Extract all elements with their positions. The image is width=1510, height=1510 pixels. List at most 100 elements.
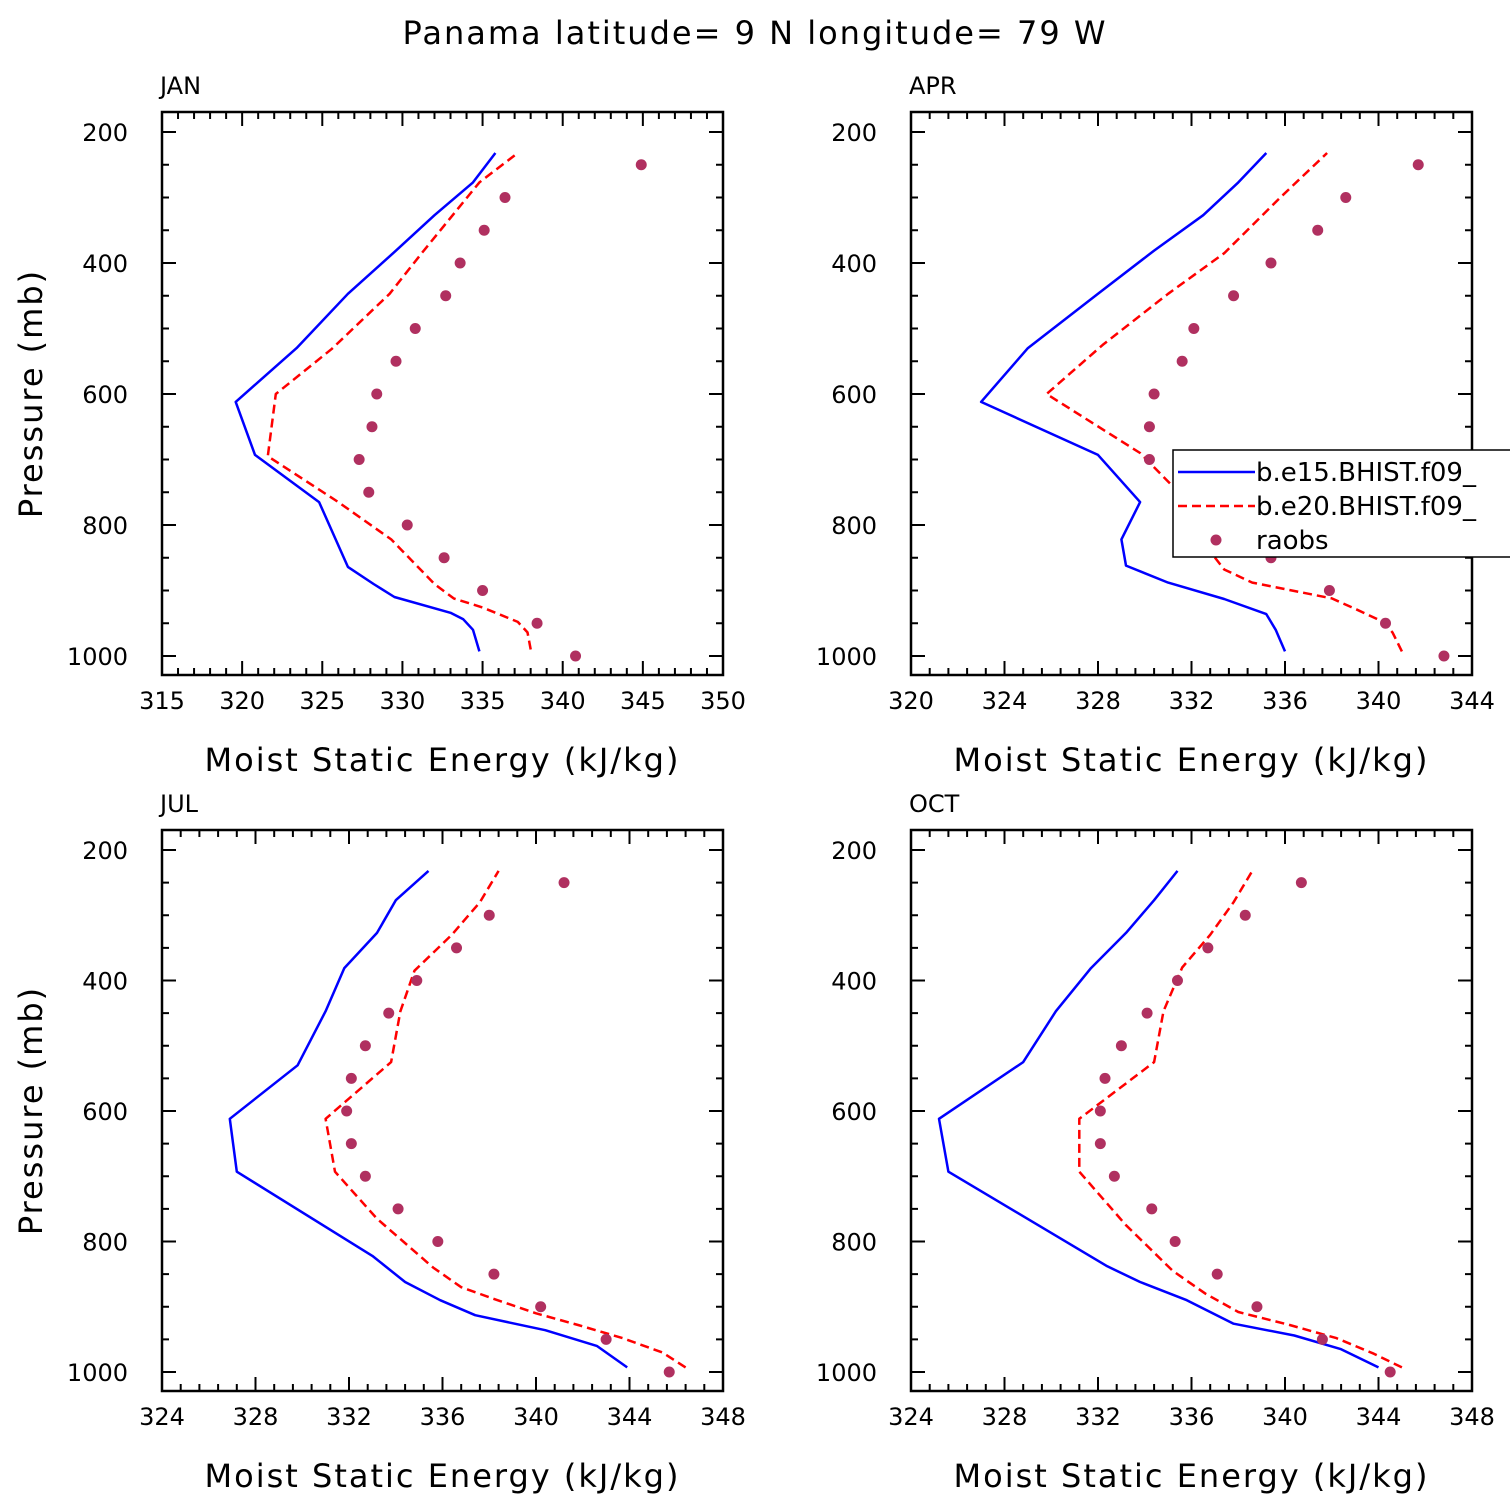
panel-jan: JAN 315 320 325 330 335 340 345 350 200 400 600 800 1… [12, 72, 746, 779]
legend-marker-raobs [1210, 534, 1222, 546]
raobs-point [454, 257, 466, 269]
raobs-point [440, 290, 452, 302]
raobs-point [1094, 1138, 1106, 1150]
x-axis-title: Moist Static Energy (kJ/kg) [205, 1457, 681, 1495]
raobs-point [1169, 1236, 1181, 1247]
raobs-point [488, 1268, 500, 1280]
x-tick-label: 345 [620, 687, 666, 715]
raobs-point [1251, 1301, 1263, 1313]
legend: b.e15.BHIST.f09_ b.e20.BHIST.f09_raobs [1172, 449, 1510, 558]
y-tick-label: 1000 [816, 1359, 877, 1387]
raobs-point [363, 486, 375, 498]
raobs-point [1171, 975, 1183, 986]
x-tick-label: 336 [1169, 1403, 1215, 1431]
raobs-point [411, 975, 423, 986]
x-tick-label: 330 [380, 687, 426, 715]
x-tick-label: 315 [139, 687, 185, 715]
raobs-point [558, 877, 570, 889]
raobs-point [1176, 355, 1188, 367]
raobs-point [1094, 1105, 1106, 1117]
raobs-point [1323, 585, 1335, 596]
y-tick-label: 200 [831, 837, 877, 865]
x-tick-label: 324 [982, 687, 1028, 715]
x-tick-label: 348 [1449, 1403, 1495, 1431]
y-axis-title: Pressure (mb) [12, 986, 50, 1235]
y-tick-label: 200 [82, 837, 128, 865]
legend-label: b.e20.BHIST.f09_ [1256, 492, 1477, 522]
panel-jul: JUL 324 328 332 336 340 344 348 200 400 600 800 1000… [12, 790, 746, 1495]
y-tick-label: 800 [82, 512, 128, 540]
x-tick-label: 324 [139, 1403, 185, 1431]
x-axis-title: Moist Static Energy (kJ/kg) [954, 741, 1430, 779]
panel-label-apr: APR [909, 72, 957, 100]
raobs-point [451, 942, 463, 954]
raobs-point [1316, 1333, 1328, 1345]
raobs-point [600, 1333, 612, 1345]
legend-label: b.e15.BHIST.f09_ [1256, 458, 1477, 488]
y-tick-label: 800 [831, 1229, 877, 1257]
raobs-point [1295, 877, 1307, 889]
raobs-point [1099, 1072, 1111, 1084]
panel-apr: APR 320 324 328 332 336 340 344 200 400 600 800 1000… [816, 72, 1495, 779]
raobs-point [1188, 323, 1200, 334]
raobs-point [371, 388, 383, 400]
x-axis-title: Moist Static Energy (kJ/kg) [954, 1457, 1430, 1495]
raobs-point [1141, 1007, 1153, 1019]
plot-frame-jul [160, 828, 725, 1393]
raobs-point [1108, 1170, 1120, 1182]
raobs-point [390, 355, 402, 367]
raobs-point [478, 224, 490, 236]
raobs-point [1146, 1203, 1158, 1215]
x-tick-label: 340 [513, 1403, 559, 1431]
x-tick-label: 328 [982, 1403, 1028, 1431]
e15-line [937, 870, 1380, 1369]
panel-label-jan: JAN [158, 72, 201, 100]
x-tick-label: 344 [1356, 1403, 1402, 1431]
raobs-point [409, 323, 421, 334]
raobs-point [432, 1236, 444, 1247]
panels: JAN 315 320 325 330 335 340 345 350 200 400 600 800 1… [12, 72, 1495, 1495]
e20-line [1078, 870, 1403, 1369]
raobs-point [531, 617, 543, 629]
raobs-point [345, 1138, 357, 1150]
x-tick-label: 320 [219, 687, 265, 715]
raobs-point [570, 650, 582, 662]
x-tick-label: 340 [1262, 1403, 1308, 1431]
y-tick-label: 200 [82, 119, 128, 147]
x-tick-label: 344 [1449, 687, 1495, 715]
legend-label: raobs [1256, 526, 1329, 556]
raobs-point [1143, 421, 1155, 433]
panel-label-oct: OCT [909, 790, 960, 818]
y-tick-label: 600 [831, 1098, 877, 1126]
raobs-point [353, 454, 365, 465]
y-tick-label: 400 [831, 250, 877, 278]
panel-label-jul: JUL [158, 790, 199, 818]
y-tick-label: 600 [831, 381, 877, 409]
raobs-point [401, 519, 413, 531]
raobs-point [1312, 224, 1324, 236]
y-tick-label: 400 [82, 968, 128, 996]
x-tick-label: 324 [888, 1403, 934, 1431]
x-tick-label: 344 [607, 1403, 653, 1431]
raobs-point [1265, 257, 1277, 269]
x-tick-label: 336 [420, 1403, 466, 1431]
x-axis-title: Moist Static Energy (kJ/kg) [205, 741, 681, 779]
raobs-point [383, 1007, 395, 1019]
raobs-point [341, 1105, 353, 1117]
legend-box [1172, 449, 1510, 558]
raobs-point [663, 1366, 675, 1378]
raobs-point [1115, 1040, 1127, 1052]
raobs-point [359, 1040, 371, 1052]
y-axis-title: Pressure (mb) [12, 269, 50, 518]
raobs-point [1228, 290, 1240, 302]
x-tick-label: 350 [700, 687, 746, 715]
e15-line [228, 869, 628, 1369]
y-tick-label: 400 [82, 250, 128, 278]
y-tick-label: 600 [82, 381, 128, 409]
e15-line [979, 152, 1287, 652]
raobs-point [392, 1203, 404, 1215]
raobs-point [345, 1072, 357, 1084]
x-tick-label: 332 [1075, 1403, 1121, 1431]
y-tick-label: 1000 [67, 1359, 128, 1387]
